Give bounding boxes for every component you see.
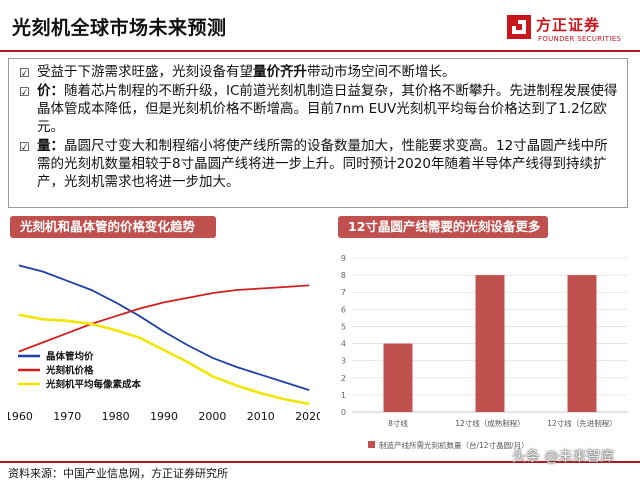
y-tick-label: 5: [341, 322, 346, 331]
bar: [475, 275, 505, 412]
y-tick-label: 9: [341, 254, 346, 263]
bullet-text: 受益于下游需求旺盛，光刻设备有望: [37, 64, 253, 80]
bullet-text: 带动市场空间不断增长。: [307, 64, 456, 80]
footer-divider: [0, 461, 640, 463]
x-tick-label: 1970: [53, 410, 81, 423]
series-line-1: [18, 284, 310, 353]
x-tick-label: 2020: [295, 410, 320, 423]
legend-label: 光刻机平均每像素成本: [45, 379, 142, 391]
source-note: 资料来源：中国产业信息网，方正证券研究所: [8, 467, 228, 480]
x-tick-label: 1990: [150, 410, 178, 423]
litho-count-bar-chart: 0 1 2 3 4 5 6 7 8 9 8寸线 12寸线（成熟制程） 12寸线（先进制程） 制造产线所需光…: [341, 254, 628, 450]
checkbox-icon: ☑: [19, 85, 30, 99]
series-line-2: [18, 313, 310, 406]
logo-text-cn: 方正证券: [536, 16, 601, 34]
bullet-box: ☑ 受益于下游需求旺盛，光刻设备有望量价齐升带动市场空间不断增长。 ☑ 价：随着…: [8, 58, 628, 208]
checkbox-icon: ☑: [19, 140, 30, 154]
y-tick-label: 2: [341, 374, 346, 383]
legend-label: 制造产线所需光刻机数量（台/12寸晶圆/月）: [379, 440, 529, 450]
header-divider: [0, 50, 640, 52]
bullet-text: 晶圆尺寸变大和制程缩小将使产线所需的设备数量加大，性能要求变高。12寸晶圆产线中…: [37, 138, 608, 190]
y-tick-label: 7: [341, 288, 346, 297]
x-tick-label: 2010: [247, 410, 275, 423]
bullet-heading: 量：: [37, 138, 64, 154]
y-tick-label: 8: [341, 271, 346, 280]
y-tick-label: 3: [341, 357, 346, 366]
left-chart-tag: 光刻机和晶体管的价格变化趋势: [10, 216, 216, 238]
x-tick-label: 12寸线（成熟制程）: [455, 418, 525, 428]
x-tick-label: 1980: [102, 410, 130, 423]
y-tick-label: 1: [341, 391, 346, 400]
price-trend-line-chart: 1960 1970 1980 1990 2000 2010 2020 晶体管均价光刻机价格光刻…: [8, 264, 320, 423]
right-chart-tag: 12寸晶圆产线需要的光刻设备更多: [338, 216, 548, 238]
legend-label: 光刻机价格: [45, 365, 94, 377]
x-tick-label: 12寸线（先进制程）: [547, 418, 617, 428]
bar: [567, 275, 597, 412]
bullet-item: ☑ 量：晶圆尺寸变大和制程缩小将使产线所需的设备数量加大，性能要求变高。12寸晶…: [19, 137, 619, 191]
x-tick-label: 2000: [198, 410, 226, 423]
legend-swatch: [368, 441, 375, 448]
y-tick-label: 6: [341, 305, 346, 314]
checkbox-icon: ☑: [19, 66, 30, 80]
bullet-text: 随着芯片制程的不断升级，IC前道光刻机制造日益复杂，其价格不断攀升。先进制程发展…: [37, 83, 618, 135]
bullet-heading: 价：: [37, 83, 64, 99]
watermark: 头条 @未来智库: [512, 449, 615, 465]
page-title: 光刻机全球市场未来预测: [12, 17, 227, 39]
legend-label: 晶体管均价: [46, 351, 94, 363]
founder-logo-icon: [507, 15, 531, 39]
series-line-0: [18, 264, 310, 391]
x-tick-label: 8寸线: [388, 418, 408, 428]
x-tick-label: 1960: [8, 410, 33, 423]
bullet-item: ☑ 受益于下游需求旺盛，光刻设备有望量价齐升带动市场空间不断增长。: [19, 63, 619, 81]
bullet-emphasis: 量价齐升: [253, 64, 307, 80]
bar: [383, 343, 413, 412]
logo-text-en: FOUNDER SECURITIES: [538, 35, 622, 43]
bullet-item: ☑ 价：随着芯片制程的不断升级，IC前道光刻机制造日益复杂，其价格不断攀升。先进…: [19, 82, 619, 136]
y-tick-label: 0: [341, 408, 346, 417]
y-tick-label: 4: [341, 340, 346, 349]
company-logo: 方正证券 FOUNDER SECURITIES: [506, 12, 632, 48]
